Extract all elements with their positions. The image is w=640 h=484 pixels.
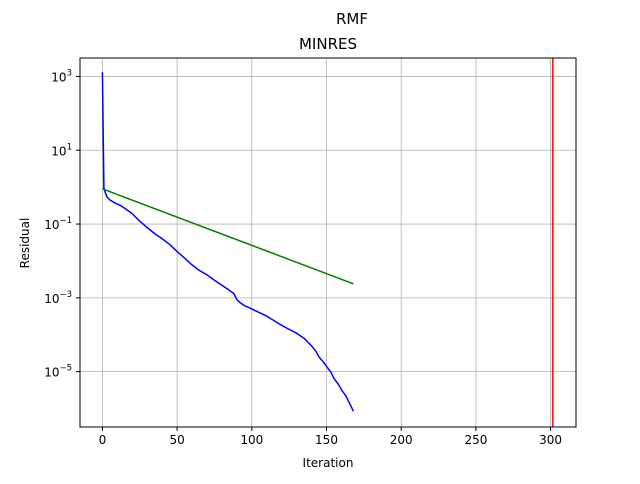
y-tick-label: 10−3: [44, 290, 72, 306]
y-tick-label: 10−5: [44, 364, 72, 380]
x-axis: 0 50 100 150 200 250 300: [99, 427, 562, 447]
x-tick-label: 0: [99, 433, 107, 447]
figure-suptitle: RMF: [336, 10, 368, 28]
series-line-0: [101, 72, 355, 412]
y-tick-label: 103: [51, 68, 72, 84]
y-tick-label-exponent: −1: [59, 216, 72, 226]
y-tick-label-exponent: 1: [67, 142, 72, 152]
grid: [80, 58, 576, 427]
x-tick-label: 200: [390, 433, 413, 447]
y-tick-label: 101: [51, 142, 72, 158]
plot-area: [101, 58, 554, 427]
y-tick-label-base: 10: [51, 70, 66, 84]
y-tick-label: 10−1: [44, 216, 72, 232]
y-tick-label-base: 10: [44, 218, 59, 232]
y-tick-label-exponent: 3: [67, 68, 72, 78]
y-tick-label-exponent: −3: [59, 290, 72, 300]
x-tick-label: 100: [240, 433, 263, 447]
x-tick-label: 150: [315, 433, 338, 447]
x-tick-label: 250: [464, 433, 487, 447]
y-tick-label-exponent: −5: [59, 364, 72, 374]
y-tick-label-base: 10: [51, 144, 66, 158]
y-tick-label-base: 10: [44, 292, 59, 306]
y-tick-label-base: 10: [44, 366, 59, 380]
chart-title: MINRES: [299, 35, 357, 53]
series-line-1: [102, 188, 354, 285]
x-axis-label: Iteration: [303, 456, 354, 470]
x-tick-label: 50: [169, 433, 184, 447]
axes-frame: [79, 57, 577, 428]
x-tick-label: 300: [539, 433, 562, 447]
y-axis-label: Residual: [18, 218, 32, 269]
